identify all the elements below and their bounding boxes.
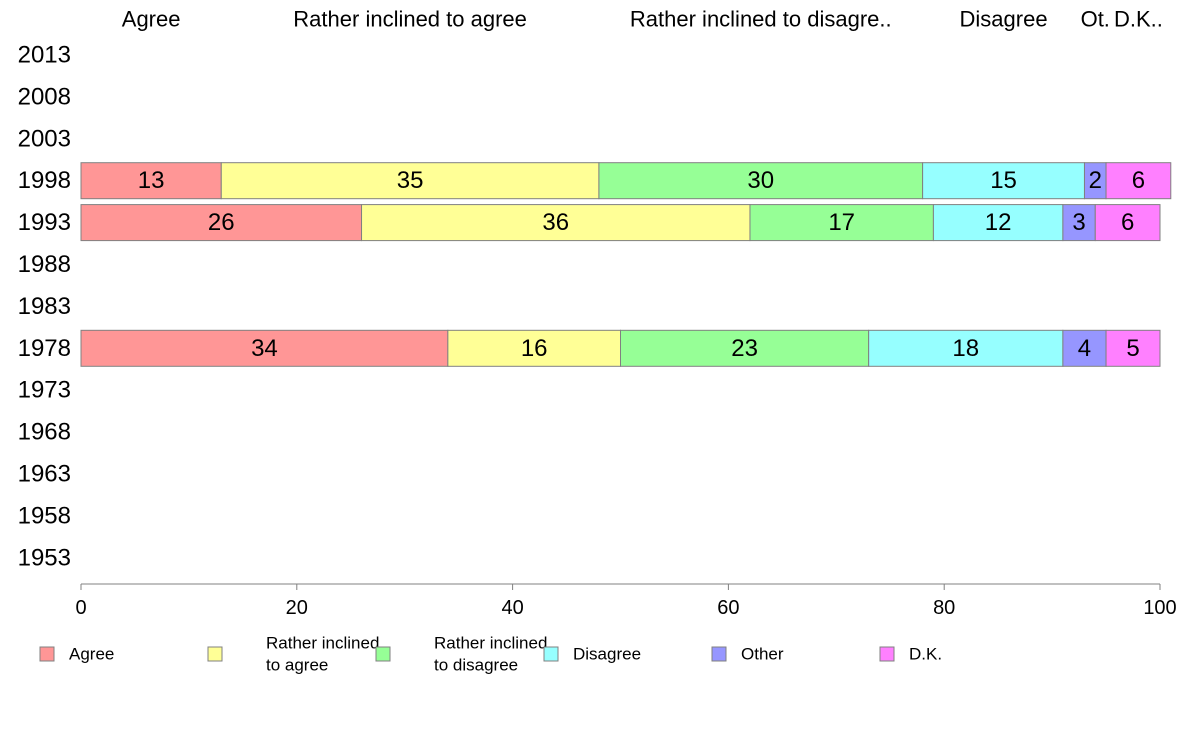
- data-label: 26: [208, 209, 235, 236]
- data-label: 17: [828, 209, 855, 236]
- data-label: 12: [985, 209, 1012, 236]
- bar-segment: [447, 329, 621, 367]
- legend-swatch: [711, 646, 727, 662]
- bar-segment: [80, 329, 449, 367]
- data-label: 5: [1126, 335, 1139, 362]
- x-tick-label: 40: [501, 597, 523, 619]
- legend-swatch: [879, 646, 895, 662]
- x-tick-label: 100: [1143, 597, 1176, 619]
- bar-segment: [1062, 329, 1107, 367]
- year-label: 1963: [18, 461, 71, 488]
- year-label: 1953: [18, 544, 71, 571]
- x-tick-label: 60: [717, 597, 739, 619]
- data-label: 35: [397, 167, 424, 194]
- x-tick-label: 20: [286, 597, 308, 619]
- data-label: 15: [990, 167, 1017, 194]
- data-label: 13: [138, 167, 165, 194]
- bar-segment: [620, 329, 870, 367]
- legend-swatch: [207, 646, 223, 662]
- bar-segment: [1094, 204, 1161, 242]
- x-tick-label: 80: [933, 597, 955, 619]
- column-header: Ot.: [1081, 7, 1110, 32]
- bar-segment: [598, 162, 924, 200]
- legend-label: D.K.: [909, 645, 942, 664]
- legend-swatch: [375, 646, 391, 662]
- year-label: 1958: [18, 502, 71, 529]
- year-label: 2008: [18, 83, 71, 110]
- column-header: Rather inclined to agree: [293, 7, 527, 32]
- data-label: 2: [1089, 167, 1102, 194]
- bar-segment: [749, 204, 934, 242]
- x-tick-label: 0: [75, 597, 86, 619]
- bar-segment: [361, 204, 751, 242]
- column-header: Disagree: [960, 7, 1048, 32]
- bar-segment: [80, 204, 363, 242]
- data-label: 18: [952, 335, 979, 362]
- legend-label: Agree: [69, 645, 114, 664]
- bar-segment: [80, 162, 222, 200]
- year-label: 1968: [18, 419, 71, 446]
- column-header: Agree: [122, 7, 181, 32]
- bar-segment: [1105, 329, 1161, 367]
- legend-label: Rather inclined: [434, 634, 547, 653]
- legend-swatch: [39, 646, 55, 662]
- year-label: 1978: [18, 335, 71, 362]
- data-label: 34: [251, 335, 278, 362]
- year-label: 1993: [18, 209, 71, 236]
- column-header: Rather inclined to disagre..: [630, 7, 892, 32]
- data-label: 6: [1132, 167, 1145, 194]
- legend-label: Disagree: [573, 645, 641, 664]
- bar-segment: [932, 204, 1064, 242]
- legend-label: to agree: [266, 656, 328, 675]
- data-label: 3: [1072, 209, 1085, 236]
- data-label: 36: [542, 209, 569, 236]
- data-label: 4: [1078, 335, 1091, 362]
- legend-swatch: [543, 646, 559, 662]
- year-label: 1973: [18, 377, 71, 404]
- bar-segment: [868, 329, 1064, 367]
- legend-label: Rather inclined: [266, 634, 379, 653]
- legend-label: to disagree: [434, 656, 518, 675]
- bar-segment: [220, 162, 600, 200]
- legend-label: Other: [741, 645, 784, 664]
- bar-segment: [1105, 162, 1172, 200]
- year-label: 1988: [18, 251, 71, 278]
- year-label: 2013: [18, 42, 71, 69]
- data-label: 30: [747, 167, 774, 194]
- data-label: 6: [1121, 209, 1134, 236]
- year-label: 1983: [18, 293, 71, 320]
- data-label: 23: [731, 335, 758, 362]
- year-label: 1998: [18, 167, 71, 194]
- data-label: 16: [521, 335, 548, 362]
- column-header: D.K..: [1114, 7, 1163, 32]
- year-label: 2003: [18, 125, 71, 152]
- bar-segment: [1062, 204, 1096, 242]
